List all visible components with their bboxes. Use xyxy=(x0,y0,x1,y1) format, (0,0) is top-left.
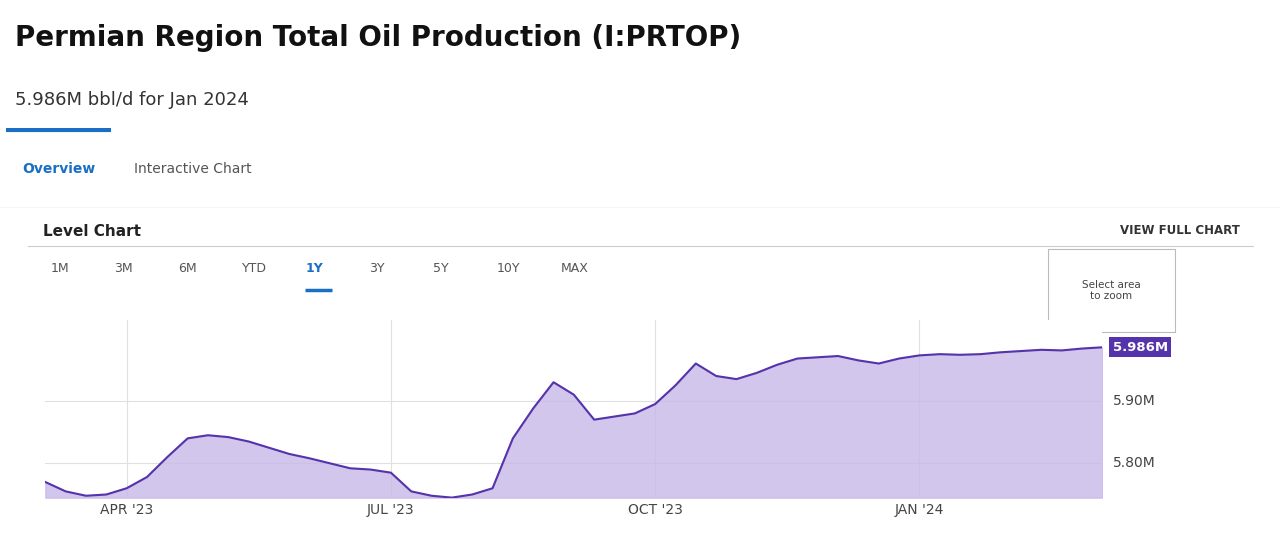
Text: 3Y: 3Y xyxy=(369,262,384,276)
Text: Overview: Overview xyxy=(22,163,96,176)
Text: 5.80M: 5.80M xyxy=(1112,456,1156,470)
Text: 5Y: 5Y xyxy=(433,262,448,276)
Text: 3M: 3M xyxy=(114,262,133,276)
Text: 5.90M: 5.90M xyxy=(1112,394,1156,408)
Text: 6M: 6M xyxy=(178,262,196,276)
Text: Select area
to zoom: Select area to zoom xyxy=(1082,280,1140,301)
Text: YTD: YTD xyxy=(242,262,266,276)
Text: 10Y: 10Y xyxy=(497,262,520,276)
Text: 1Y: 1Y xyxy=(306,262,323,276)
Text: 5.986M: 5.986M xyxy=(1112,341,1167,354)
Text: VIEW FULL CHART: VIEW FULL CHART xyxy=(1120,224,1240,237)
Bar xyxy=(6,128,111,208)
Text: Level Chart: Level Chart xyxy=(42,224,141,239)
Text: 1M: 1M xyxy=(50,262,69,276)
Text: Interactive Chart: Interactive Chart xyxy=(134,163,252,176)
FancyBboxPatch shape xyxy=(1048,249,1175,332)
Text: Permian Region Total Oil Production (I:PRTOP): Permian Region Total Oil Production (I:P… xyxy=(15,24,741,52)
Text: MAX: MAX xyxy=(561,262,589,276)
Text: 5.986M bbl/d for Jan 2024: 5.986M bbl/d for Jan 2024 xyxy=(15,91,250,109)
